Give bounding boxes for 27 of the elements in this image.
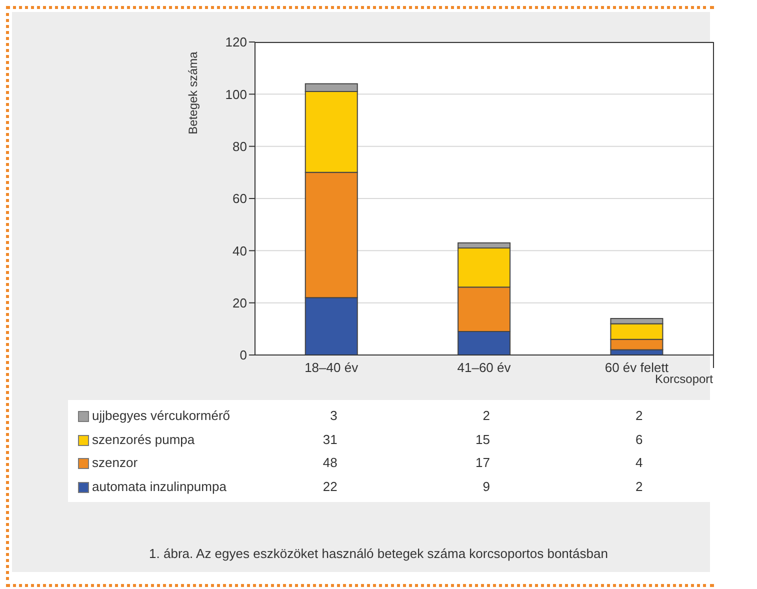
- data-label: 15: [476, 432, 490, 446]
- data-label: 22: [322, 478, 338, 494]
- data-label: 4: [635, 455, 643, 470]
- y-tick-label: 100: [225, 86, 247, 102]
- legend-label: szenzor: [92, 455, 138, 470]
- legend-label: automata inzulinpumpa: [92, 478, 226, 494]
- data-label: 6: [635, 432, 643, 446]
- data-label: 17: [476, 455, 490, 470]
- x-tick-label: 18–40 év: [304, 360, 359, 376]
- data-label: 48: [322, 455, 338, 470]
- data-label: 31: [322, 432, 338, 446]
- data-label: 2: [635, 408, 643, 423]
- data-label: 2: [635, 478, 643, 494]
- y-tick-label: 40: [232, 243, 247, 258]
- x-tick-label: 41–60 év: [457, 360, 512, 376]
- data-label: 3: [330, 408, 338, 423]
- legend-label: ujjbegyes vércukormérő: [92, 408, 230, 423]
- legend-label: szenzorés pumpa: [92, 432, 195, 446]
- y-tick-label: 60: [232, 191, 247, 206]
- y-tick-label: 80: [232, 138, 247, 154]
- data-label: 9: [482, 478, 490, 494]
- y-tick-label: 20: [232, 295, 247, 310]
- y-tick-label: 0: [240, 348, 247, 363]
- y-tick-label: 120: [225, 34, 247, 50]
- y-axis-title: Betegek száma: [186, 52, 200, 134]
- text: 1. ábra. Az egyes eszközöket használó betegek száma korcsoportos bontásban: [148, 546, 609, 561]
- data-label: 2: [482, 408, 490, 423]
